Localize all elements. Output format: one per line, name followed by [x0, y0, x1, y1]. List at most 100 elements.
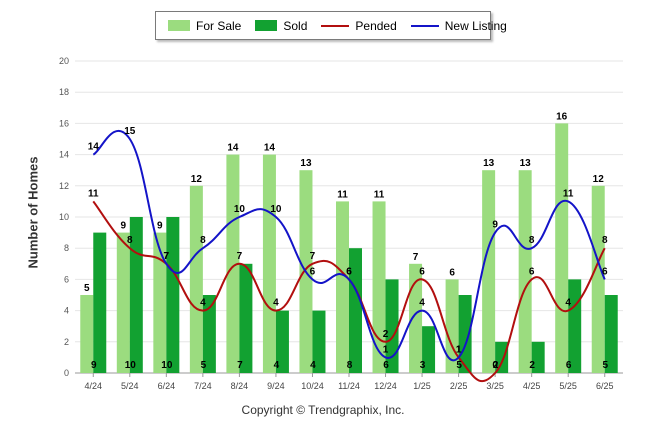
bar-sold[interactable]: [531, 341, 545, 373]
data-label-sold: 4: [310, 360, 316, 371]
bar-sold[interactable]: [93, 232, 107, 373]
x-tick-label: 3/25: [486, 381, 504, 391]
data-label-sold: 9: [91, 360, 97, 371]
bar-sold[interactable]: [202, 295, 216, 373]
data-label-pended: 4: [565, 298, 571, 309]
data-label-pended: 2: [383, 329, 389, 340]
sold-swatch: [255, 20, 278, 31]
data-label-pended: 6: [529, 266, 535, 277]
data-label-for-sale: 16: [556, 111, 568, 122]
x-tick-label: 11/24: [338, 381, 360, 391]
data-label-for-sale: 5: [84, 283, 90, 294]
data-label-pended: 6: [346, 266, 352, 277]
data-label-new-listing: 10: [270, 204, 282, 215]
bar-for-sale[interactable]: [482, 170, 496, 373]
data-label-pended: 8: [127, 235, 133, 246]
bar-sold[interactable]: [166, 217, 180, 373]
data-label-new-listing: 8: [200, 235, 206, 246]
x-tick-label: 10/24: [301, 381, 324, 391]
bar-sold[interactable]: [604, 295, 618, 373]
data-label-new-listing: 15: [124, 126, 136, 137]
data-label-for-sale: 7: [413, 252, 419, 263]
data-label-sold: 10: [161, 360, 173, 371]
bar-sold[interactable]: [239, 263, 253, 373]
for-sale-swatch: [168, 20, 190, 31]
bar-for-sale[interactable]: [591, 185, 605, 373]
data-label-pended: 11: [88, 188, 99, 199]
bar-for-sale[interactable]: [262, 154, 276, 373]
legend-item-for-sale[interactable]: For Sale: [168, 19, 241, 33]
y-tick-label: 18: [59, 87, 69, 97]
data-label-new-listing: 9: [492, 220, 498, 231]
data-label-for-sale: 13: [520, 158, 532, 169]
data-label-pended: 7: [164, 251, 170, 262]
data-label-sold: 2: [529, 360, 535, 371]
bar-sold[interactable]: [422, 326, 436, 373]
bar-for-sale[interactable]: [189, 185, 203, 373]
bar-for-sale[interactable]: [153, 232, 167, 373]
bar-sold[interactable]: [275, 310, 289, 373]
data-label-for-sale: 12: [191, 174, 203, 185]
data-label-sold: 7: [237, 360, 243, 371]
y-tick-label: 8: [64, 243, 69, 253]
legend-item-new-listing[interactable]: New Listing: [410, 19, 507, 33]
bar-for-sale[interactable]: [336, 201, 349, 373]
data-label-for-sale: 9: [157, 221, 163, 232]
x-tick-label: 4/25: [523, 381, 541, 391]
bar-sold[interactable]: [312, 310, 326, 373]
pended-line-swatch: [321, 24, 350, 27]
legend-item-pended[interactable]: Pended: [321, 19, 397, 33]
bar-sold[interactable]: [568, 279, 582, 373]
bar-for-sale[interactable]: [445, 279, 459, 373]
bar-sold[interactable]: [495, 341, 509, 373]
x-tick-label: 12/24: [374, 381, 397, 391]
data-label-for-sale: 12: [593, 174, 605, 185]
data-label-sold: 5: [602, 360, 608, 371]
x-tick-label: 7/24: [194, 381, 212, 391]
data-label-new-listing: 7: [164, 251, 170, 262]
y-tick-label: 14: [59, 150, 69, 160]
bar-for-sale[interactable]: [226, 154, 240, 373]
bar-for-sale[interactable]: [409, 263, 423, 373]
data-label-new-listing: 1: [383, 344, 389, 355]
bar-for-sale[interactable]: [80, 295, 94, 373]
bar-for-sale[interactable]: [555, 123, 569, 374]
data-label-new-listing: 6: [346, 266, 352, 277]
bar-sold[interactable]: [385, 279, 399, 373]
legend-item-sold[interactable]: Sold: [255, 19, 307, 33]
x-tick-label: 6/24: [158, 381, 176, 391]
data-label-new-listing: 11: [563, 188, 574, 199]
bar-sold[interactable]: [129, 217, 143, 373]
data-label-sold: 5: [456, 360, 462, 371]
x-tick-label: 2/25: [450, 381, 468, 391]
y-tick-label: 6: [64, 274, 69, 284]
data-label-for-sale: 11: [374, 189, 385, 200]
data-label-sold: 8: [347, 360, 353, 371]
data-label-for-sale: 9: [121, 221, 127, 232]
data-label-sold: 4: [274, 360, 280, 371]
bar-for-sale[interactable]: [518, 170, 532, 373]
data-label-pended: 4: [273, 298, 279, 309]
y-tick-label: 16: [59, 118, 69, 128]
bar-for-sale[interactable]: [372, 201, 386, 373]
x-tick-label: 1/25: [413, 381, 431, 391]
data-label-sold: 5: [201, 360, 207, 371]
data-label-new-listing: 8: [529, 235, 535, 246]
y-tick-label: 2: [64, 337, 69, 347]
data-label-pended: 6: [419, 266, 425, 277]
x-tick-label: 4/24: [85, 381, 103, 391]
x-tick-label: 6/25: [596, 381, 614, 391]
data-label-new-listing: 4: [419, 298, 425, 309]
line-new-listing[interactable]: [92, 129, 606, 362]
y-tick-label: 12: [59, 181, 69, 191]
bar-sold[interactable]: [349, 248, 362, 373]
data-label-sold: 2: [493, 360, 499, 371]
x-tick-label: 5/24: [121, 381, 139, 391]
data-label-pended: 1: [456, 344, 462, 355]
data-label-for-sale: 6: [449, 267, 455, 278]
data-label-new-listing: 6: [602, 266, 608, 277]
bar-for-sale[interactable]: [116, 232, 130, 373]
data-label-pended: 4: [200, 298, 206, 309]
